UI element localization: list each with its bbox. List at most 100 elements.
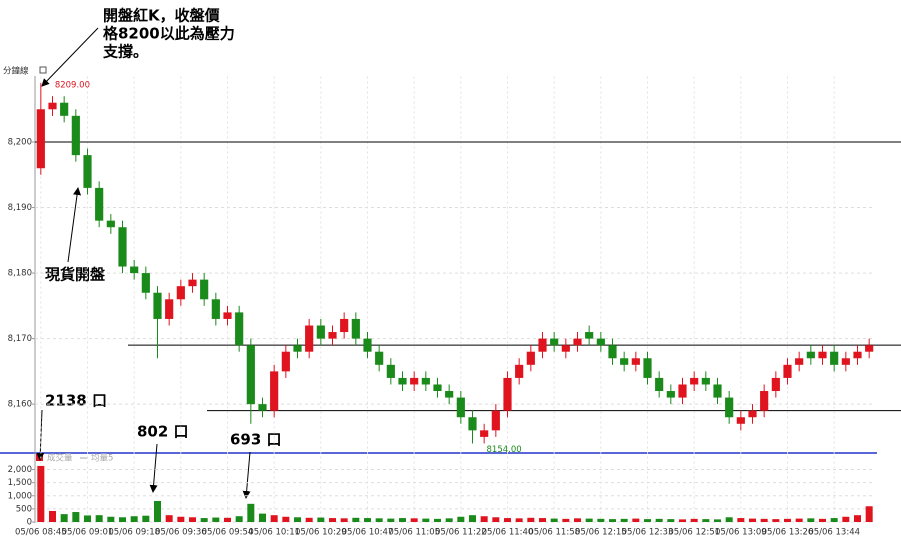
candle-body bbox=[153, 292, 162, 319]
candle-body bbox=[631, 358, 640, 365]
volume-bar bbox=[457, 516, 465, 522]
volume-bar bbox=[749, 518, 756, 522]
candle-body bbox=[666, 391, 675, 398]
volume-bar bbox=[527, 517, 535, 522]
candle-body bbox=[538, 338, 547, 352]
volume-bar bbox=[597, 518, 605, 522]
candle-body bbox=[270, 371, 279, 411]
volume-bar bbox=[340, 518, 348, 522]
candle-body bbox=[678, 384, 687, 398]
candle-body bbox=[141, 273, 150, 293]
candle-body bbox=[48, 102, 57, 110]
period-label: 分鐘線 bbox=[3, 66, 29, 77]
candle-body bbox=[713, 384, 722, 398]
volume-bar bbox=[235, 516, 243, 522]
y-tick-label: 1,000 bbox=[8, 491, 32, 501]
volume-bar bbox=[154, 500, 161, 522]
candle-body bbox=[410, 377, 419, 385]
volume-bar bbox=[119, 517, 126, 522]
y-tick-label: 1,500 bbox=[8, 478, 32, 488]
candle-body bbox=[561, 345, 570, 352]
x-tick-label: 05/06 11:22 bbox=[435, 528, 487, 538]
candle-body bbox=[736, 417, 745, 424]
y-tick-label: 2,000 bbox=[8, 465, 32, 475]
candle-body bbox=[503, 377, 512, 411]
volume-bar bbox=[212, 517, 220, 522]
volume-bar bbox=[620, 518, 628, 522]
x-tick-label: 05/06 09:18 bbox=[108, 528, 160, 538]
candle-body bbox=[468, 417, 477, 431]
average-legend: 均量5 bbox=[91, 453, 113, 464]
x-tick-label: 05/06 10:11 bbox=[248, 528, 300, 538]
volume-bar bbox=[37, 465, 45, 522]
x-tick-label: 05/06 08:45 bbox=[15, 528, 67, 538]
volume-bar bbox=[667, 519, 675, 522]
volume-bar bbox=[294, 517, 301, 522]
volume-bar bbox=[469, 515, 476, 522]
volume-bar bbox=[737, 518, 745, 522]
y-tick-label: 8,190 bbox=[8, 203, 32, 213]
candle-body bbox=[585, 332, 594, 339]
volume-legend-swatch bbox=[36, 454, 43, 461]
candle-body bbox=[760, 391, 769, 411]
candle-body bbox=[818, 351, 827, 359]
volume-bar bbox=[329, 518, 336, 522]
volume-bar bbox=[585, 518, 593, 522]
note: 802 口 bbox=[137, 423, 189, 441]
candle-body bbox=[340, 318, 349, 333]
candle-body bbox=[316, 325, 325, 339]
candle-body bbox=[771, 377, 780, 392]
volume-bar bbox=[492, 517, 500, 522]
volume-bar bbox=[795, 518, 803, 522]
volume-bar bbox=[702, 519, 710, 522]
candle-body bbox=[83, 155, 92, 188]
y-tick-label: 0 bbox=[27, 518, 32, 528]
y-tick-label: 8,170 bbox=[8, 334, 32, 344]
price-label: 8209.00 bbox=[55, 81, 90, 91]
arrow bbox=[242, 451, 251, 499]
candle-body bbox=[655, 377, 664, 392]
candle-body bbox=[95, 187, 104, 221]
candle-body bbox=[865, 345, 874, 352]
x-tick-label: 05/06 10:29 bbox=[295, 528, 347, 538]
note: 693 口 bbox=[230, 431, 282, 449]
volume-bar bbox=[410, 518, 418, 522]
arrow bbox=[67, 187, 82, 263]
volume-bar bbox=[317, 517, 325, 522]
candle-body bbox=[363, 338, 372, 352]
volume-bar bbox=[725, 517, 733, 522]
volume-bar bbox=[387, 518, 395, 522]
volume-bar bbox=[644, 519, 651, 522]
candle-body bbox=[176, 286, 185, 300]
volume-bar bbox=[842, 516, 850, 522]
candle-body bbox=[690, 377, 699, 385]
candle-body bbox=[515, 364, 524, 378]
x-tick-label: 05/06 12:15 bbox=[575, 528, 627, 538]
volume-bar bbox=[259, 513, 266, 522]
x-tick-label: 05/06 11:40 bbox=[482, 528, 534, 538]
x-tick-label: 05/06 09:36 bbox=[155, 528, 207, 538]
candle-body bbox=[806, 351, 815, 359]
x-tick-label: 05/06 12:33 bbox=[622, 528, 674, 538]
candle-body bbox=[445, 391, 454, 398]
y-tick-label: 8,160 bbox=[8, 400, 32, 410]
candle-body bbox=[491, 410, 500, 431]
x-tick-label: 05/06 09:01 bbox=[62, 528, 114, 538]
candle-body bbox=[480, 430, 489, 437]
candle-body bbox=[853, 351, 862, 359]
y-tick-label: 8,180 bbox=[8, 269, 32, 279]
volume-bar bbox=[515, 518, 523, 522]
candle-body bbox=[188, 279, 197, 287]
candle-body bbox=[211, 299, 220, 319]
candle-body bbox=[223, 312, 232, 319]
candle-body bbox=[375, 351, 384, 365]
volume-bar bbox=[49, 510, 56, 522]
volume-bar bbox=[830, 518, 838, 522]
candle-body bbox=[608, 345, 617, 359]
x-tick-label: 05/06 13:44 bbox=[808, 528, 860, 538]
volume-bar bbox=[224, 517, 231, 522]
volume-bar bbox=[632, 518, 640, 522]
arrow bbox=[41, 27, 99, 87]
candle-body bbox=[456, 397, 465, 418]
settings-icon[interactable] bbox=[39, 66, 47, 74]
